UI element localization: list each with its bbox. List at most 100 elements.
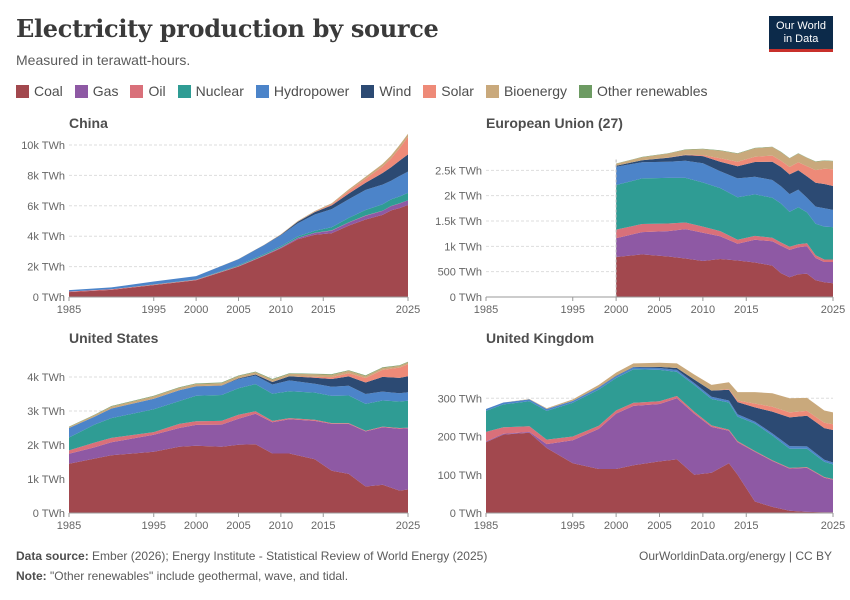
y-tick-label: 3k TWh (27, 406, 65, 418)
note-line: Note: "Other renewables" include geother… (16, 569, 348, 583)
x-tick-label: 2000 (604, 520, 628, 532)
y-tick-label: 4k TWh (27, 231, 65, 243)
x-tick-label: 2005 (647, 304, 671, 316)
area-wind-united-states (69, 374, 408, 428)
legend-label: Gas (92, 83, 119, 99)
area-nuclear-european-union-27 (616, 177, 833, 260)
area-hydropower-european-union-27 (616, 160, 833, 228)
legend-item-hydropower[interactable]: Hydropower (255, 83, 350, 99)
y-tick-label: 2.5k TWh (435, 165, 482, 177)
legend-label: Wind (379, 83, 412, 99)
area-wind-united-kingdom (486, 366, 833, 463)
legend-label: Bioenergy (503, 83, 567, 99)
area-nuclear-united-states (69, 384, 408, 451)
x-tick-label: 2000 (184, 304, 208, 316)
legend-swatch (423, 84, 437, 98)
y-tick-label: 10k TWh (21, 140, 65, 152)
source-url-link[interactable]: OurWorldinData.org/energy | CC BY (639, 549, 832, 563)
panel-title-united-states: United States (69, 330, 159, 346)
x-tick-label: 2000 (184, 520, 208, 532)
y-tick-label: 500 TWh (438, 267, 482, 279)
y-tick-label: 0 TWh (33, 292, 65, 304)
y-tick-label: 6k TWh (27, 201, 65, 213)
source-line: Data source: Ember (2026); Energy Instit… (16, 549, 487, 563)
legend-label: Coal (34, 83, 63, 99)
x-tick-label: 1995 (561, 520, 585, 532)
y-tick-label: 2k TWh (444, 191, 482, 203)
source-text: Ember (2026); Energy Institute - Statist… (92, 549, 488, 563)
x-tick-label: 1985 (57, 304, 81, 316)
panel-title-united-kingdom: United Kingdom (486, 330, 594, 346)
panel-title-european-union-27: European Union (27) (486, 115, 623, 131)
page-subtitle: Measured in terawatt-hours. (16, 52, 191, 68)
legend-item-bioenergy[interactable]: Bioenergy (485, 83, 567, 99)
owid-logo[interactable]: Our World in Data (769, 16, 833, 52)
legend-swatch (255, 84, 269, 98)
x-tick-label: 2025 (396, 304, 420, 316)
x-tick-label: 2005 (226, 520, 250, 532)
area-solar-european-union-27 (616, 154, 833, 186)
y-tick-label: 4k TWh (27, 372, 65, 384)
x-tick-label: 2025 (821, 304, 845, 316)
legend-item-coal[interactable]: Coal (16, 83, 63, 99)
y-tick-label: 200 TWh (438, 432, 482, 444)
legend-swatch (485, 84, 499, 98)
legend-item-other-renewables[interactable]: Other renewables (578, 83, 708, 99)
legend-item-gas[interactable]: Gas (74, 83, 119, 99)
y-tick-label: 1k TWh (27, 474, 65, 486)
legend-item-solar[interactable]: Solar (423, 83, 474, 99)
legend-label: Oil (148, 83, 166, 99)
area-bioenergy-united-kingdom (486, 362, 833, 425)
logo-line-2: in Data (783, 33, 819, 45)
area-oil-united-states (69, 411, 408, 454)
area-gas-united-states (69, 413, 408, 491)
legend-swatch (16, 84, 29, 98)
y-tick-label: 0 TWh (450, 292, 482, 304)
x-tick-label: 1995 (142, 520, 166, 532)
legend-label: Nuclear (195, 83, 244, 99)
area-hydropower-united-states (69, 375, 408, 438)
y-tick-label: 2k TWh (27, 440, 65, 452)
area-coal-united-kingdom (486, 432, 833, 513)
legend-swatch (177, 84, 191, 98)
source-label: Data source: (16, 549, 89, 563)
x-tick-label: 1995 (142, 304, 166, 316)
note-text: "Other renewables" include geothermal, w… (50, 569, 349, 583)
x-tick-label: 2015 (734, 520, 758, 532)
legend-item-oil[interactable]: Oil (130, 83, 166, 99)
legend-label: Other renewables (596, 83, 708, 99)
y-tick-label: 1k TWh (444, 241, 482, 253)
x-tick-label: 1995 (561, 304, 585, 316)
x-tick-label: 2025 (821, 520, 845, 532)
panel-title-china: China (69, 115, 108, 131)
x-tick-label: 2005 (647, 520, 671, 532)
x-tick-label: 2010 (691, 304, 715, 316)
y-tick-label: 0 TWh (33, 508, 65, 520)
x-tick-label: 1985 (57, 520, 81, 532)
y-tick-label: 2k TWh (27, 262, 65, 274)
area-coal-european-union-27 (616, 254, 833, 297)
x-tick-label: 2010 (269, 520, 293, 532)
note-label: Note: (16, 569, 47, 583)
legend-swatch (361, 84, 375, 98)
area-nuclear-united-kingdom (486, 369, 833, 479)
page-title: Electricity production by source (16, 14, 439, 43)
legend-label: Hydropower (273, 83, 350, 99)
y-tick-label: 1.5k TWh (435, 216, 482, 228)
y-tick-label: 300 TWh (438, 393, 482, 405)
legend-swatch (74, 84, 88, 98)
area-coal-united-states (69, 444, 408, 513)
logo-line-1: Our World (776, 20, 826, 32)
x-tick-label: 2010 (269, 304, 293, 316)
y-tick-label: 0 TWh (450, 508, 482, 520)
x-tick-label: 2025 (396, 520, 420, 532)
area-oil-european-union-27 (616, 222, 833, 262)
legend-swatch (578, 84, 592, 98)
legend-label: Solar (441, 83, 474, 99)
legend-item-nuclear[interactable]: Nuclear (177, 83, 244, 99)
legend-item-wind[interactable]: Wind (361, 83, 411, 99)
x-tick-label: 2015 (311, 304, 335, 316)
x-tick-label: 2015 (734, 304, 758, 316)
legend: Coal Gas Oil Nuclear Hydropower Wind Sol… (16, 83, 708, 99)
